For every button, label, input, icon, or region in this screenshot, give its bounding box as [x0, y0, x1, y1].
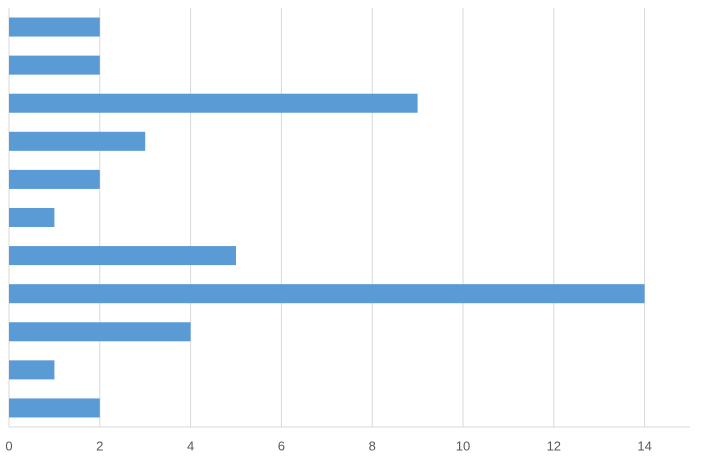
x-tick-label: 12 [547, 438, 561, 453]
x-tick-label: 8 [369, 438, 376, 453]
bar [9, 398, 100, 418]
bar [9, 322, 191, 342]
x-tick-label: 14 [637, 438, 651, 453]
bar [9, 169, 100, 189]
bar [9, 131, 146, 151]
bar [9, 246, 236, 266]
x-tick-label: 6 [278, 438, 285, 453]
x-tick-label: 4 [187, 438, 194, 453]
x-tick-label: 10 [456, 438, 470, 453]
bar [9, 93, 418, 113]
bar [9, 360, 55, 380]
bar [9, 17, 100, 37]
bar [9, 207, 55, 228]
bar [9, 55, 100, 75]
x-tick-label: 0 [5, 438, 12, 453]
bar [9, 284, 645, 304]
x-tick-label: 2 [96, 438, 103, 453]
